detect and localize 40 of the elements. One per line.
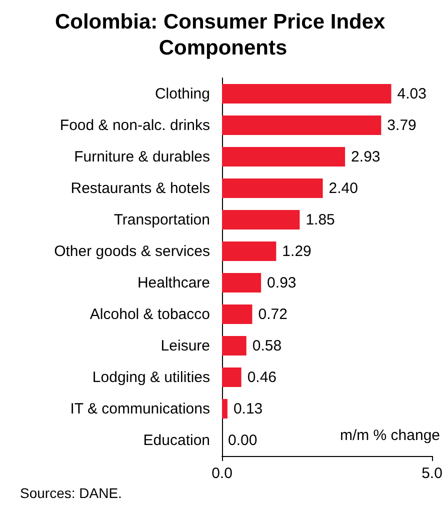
bar: [222, 336, 246, 356]
y-tick-label: Education: [143, 432, 210, 449]
data-label: 2.40: [328, 180, 358, 197]
bar: [222, 178, 323, 198]
x-tick-label: 5.0: [422, 465, 442, 482]
bar: [222, 84, 392, 104]
y-tick-label: Healthcare: [137, 274, 210, 292]
data-label: 0.58: [252, 337, 282, 354]
data-label: 0.00: [228, 432, 258, 449]
source-note: Sources: DANE.: [20, 485, 122, 501]
bar: [222, 367, 242, 388]
y-tick-label: Clothing: [154, 85, 210, 102]
y-tick-label: Food & non-alc. drinks: [60, 116, 210, 134]
data-label: 0.13: [233, 400, 263, 418]
y-tick-label: IT & communications: [70, 400, 210, 418]
bar: [222, 115, 382, 136]
y-tick-label: Restaurants & hotels: [70, 180, 210, 197]
data-label: 4.03: [397, 85, 426, 102]
data-label: 1.29: [282, 242, 312, 260]
data-label: 0.93: [267, 274, 296, 292]
bar: [222, 398, 228, 419]
data-label: 0.46: [247, 368, 277, 386]
y-tick-label: Alcohol & tobacco: [90, 306, 210, 323]
bar: [222, 241, 276, 262]
data-label: 2.93: [351, 148, 380, 166]
data-label: 0.72: [258, 306, 288, 323]
x-tick-label: 0.0: [212, 465, 232, 482]
bar: [222, 272, 262, 293]
y-tick-label: Furniture & durables: [74, 148, 210, 166]
y-tick-label: Other goods & services: [54, 242, 210, 260]
bar: [222, 146, 346, 167]
chart-title: Colombia: Consumer Price Index Components: [54, 10, 392, 60]
annotation: m/m % change: [340, 427, 440, 444]
data-label: 3.79: [387, 116, 416, 134]
y-tick-label: Transportation: [114, 211, 210, 228]
bar: [222, 210, 300, 230]
bar: [222, 304, 252, 324]
data-label: 1.85: [306, 211, 335, 228]
y-tick-label: Leisure: [160, 337, 210, 354]
y-tick-label: Lodging & utilities: [92, 368, 210, 386]
